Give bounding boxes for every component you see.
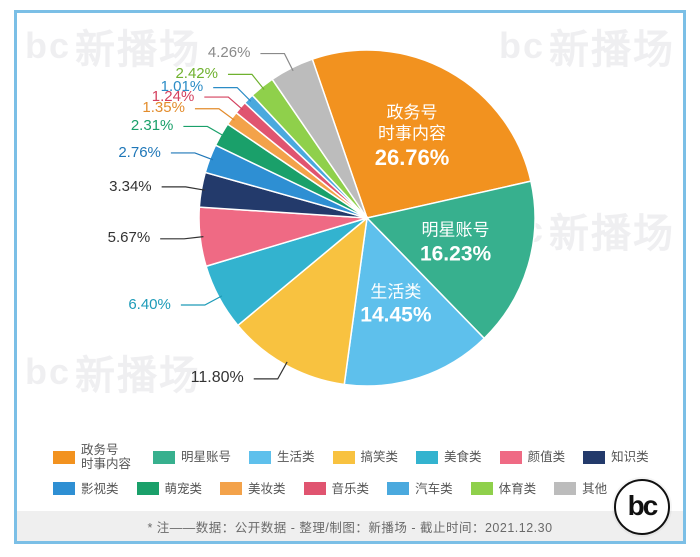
corner-badge-text: bc: [628, 492, 657, 520]
legend-item: 汽车类: [387, 482, 453, 496]
legend-swatch: [53, 451, 75, 464]
legend: 政务号时事内容 明星账号 生活类 搞笑类 美食类 颜值类 知识类影视类 萌宠类 美妆类 音乐类 汽车…: [53, 443, 653, 496]
footnote-text: * 注——数据：公开数据 - 整理/制图：新播场 - 截止时间：2021.12.…: [147, 517, 552, 536]
leader-line: [183, 126, 224, 136]
legend-item: 明星账号: [153, 443, 231, 472]
legend-swatch: [304, 482, 326, 495]
leader-line: [204, 97, 243, 110]
leader-line: [160, 237, 203, 239]
legend-item: 知识类: [583, 443, 649, 472]
legend-label: 萌宠类: [165, 482, 203, 496]
leader-line: [260, 54, 293, 71]
legend-swatch: [53, 482, 75, 495]
leader-line: [181, 296, 222, 305]
leader-line: [162, 187, 205, 190]
legend-label: 音乐类: [332, 482, 370, 496]
legend-item: 其他: [554, 482, 614, 496]
leader-line: [254, 362, 287, 379]
footnote: * 注——数据：公开数据 - 整理/制图：新播场 - 截止时间：2021.12.…: [17, 511, 683, 541]
legend-label: 知识类: [611, 450, 649, 464]
legend-item: 体育类: [471, 482, 537, 496]
legend-label: 美妆类: [248, 482, 286, 496]
leader-line: [171, 153, 213, 160]
leader-line: [213, 88, 251, 102]
legend-item: 影视类: [53, 482, 119, 496]
legend-swatch: [249, 451, 271, 464]
legend-item: 颜值类: [500, 443, 566, 472]
legend-item: 生活类: [249, 443, 315, 472]
pie-chart: 政务号时事内容26.76%明星账号16.23%生活类14.45%11.80%6.…: [17, 13, 683, 413]
legend-item: 美食类: [416, 443, 482, 472]
legend-swatch: [583, 451, 605, 464]
legend-label: 汽车类: [415, 482, 453, 496]
leader-line: [195, 109, 235, 120]
legend-item: 萌宠类: [137, 482, 203, 496]
legend-item: 音乐类: [304, 482, 370, 496]
legend-label: 搞笑类: [361, 450, 399, 464]
legend-label: 生活类: [277, 450, 315, 464]
legend-label: 影视类: [81, 482, 119, 496]
legend-swatch: [471, 482, 493, 495]
legend-swatch: [333, 451, 355, 464]
corner-badge-icon: bc: [614, 479, 670, 535]
legend-item: 政务号时事内容: [53, 443, 135, 472]
legend-label: 体育类: [499, 482, 537, 496]
legend-swatch: [153, 451, 175, 464]
legend-label: 美食类: [444, 450, 482, 464]
legend-swatch: [416, 451, 438, 464]
legend-item: 搞笑类: [333, 443, 399, 472]
pie-svg: [17, 13, 689, 423]
legend-swatch: [554, 482, 576, 495]
legend-item: 美妆类: [220, 482, 286, 496]
legend-swatch: [220, 482, 242, 495]
legend-label: 政务号时事内容: [81, 443, 131, 472]
legend-swatch: [387, 482, 409, 495]
legend-swatch: [137, 482, 159, 495]
legend-label: 颜值类: [528, 450, 566, 464]
chart-frame: bc 新播场 bc 新播场 bc 新播场 bc 新播场 政务号时事内容26.76…: [14, 10, 686, 544]
legend-label: 其他: [582, 482, 607, 496]
legend-swatch: [500, 451, 522, 464]
legend-label: 明星账号: [181, 450, 231, 464]
